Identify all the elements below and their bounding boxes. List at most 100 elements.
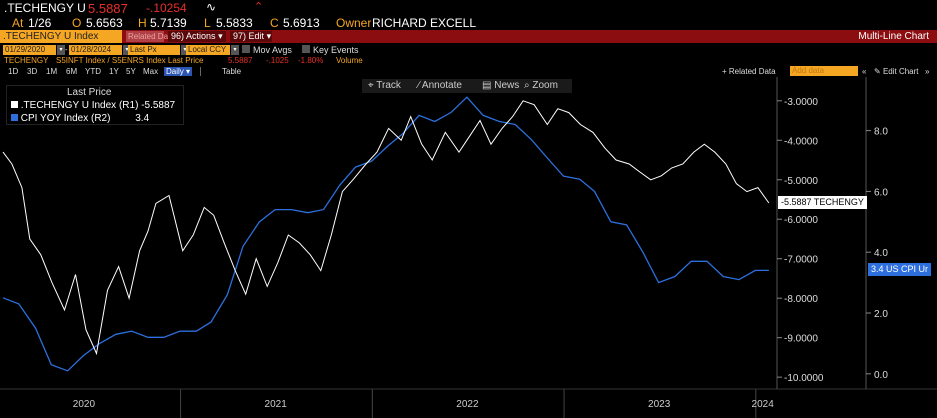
period-select-label: Daily [166,67,184,76]
legend-volume: Volume [336,56,363,65]
legend-description: S5INFT Index / S5ENRS Index Last Price [56,56,204,65]
legend-change: -.1025 [266,56,289,65]
period-6m[interactable]: 6M [66,67,78,76]
legend-swatch-blue [11,114,18,121]
security-field[interactable]: .TECHENGY U Index [0,30,122,43]
collapse-icon[interactable]: « [862,67,867,76]
mov-avgs-checkbox[interactable] [242,45,250,53]
function-toolbar: .TECHENGY U Index Related Data 96) Actio… [0,30,937,43]
legend-ticker: TECHENGY [4,56,49,65]
x-tick-label: 2020 [73,399,96,410]
at-date: 1/26 [28,16,52,30]
r1-tick-label: -8.0000 [784,294,818,305]
end-date-field[interactable]: 01/28/2024 [69,45,122,55]
trend-squiggle-icon: ∿ [206,0,217,14]
end-date-dropdown-icon[interactable]: ▾ [123,45,131,55]
last-price: 5.5887 [88,1,128,16]
r2-tick-label: 2.0 [874,309,888,320]
add-data-input[interactable]: Add data [790,66,858,76]
field-select[interactable]: Last Px [128,45,180,55]
chart-area[interactable]: -3.0000 -4.0000 -5.0000 -6.0000 -7.0000 -8.00… [0,77,937,418]
x-tick-label: 2022 [456,399,479,410]
period-1d[interactable]: 1D [8,67,19,76]
legend-last: 5.5887 [228,56,253,65]
r2-tick-label: 4.0 [874,248,888,259]
legend-item-value: -5.5887 [141,100,176,111]
legend-item-label: .TECHENGY U Index (R1) [20,100,139,111]
low-value: 5.5833 [216,16,253,30]
start-date-field[interactable]: 01/29/2020 [3,45,56,55]
owner-label: Owner [336,16,372,30]
x-axis: 2020 2021 2022 2023 2024 [73,399,774,410]
edit-label: Edit [248,31,265,41]
close-value: 5.6913 [283,16,320,30]
techengy-line [2,100,770,356]
chart-legend: Last Price .TECHENGY U Index (R1) -5.588… [6,85,184,125]
track-label: Track [376,80,401,91]
news-icon: ▤ [482,80,492,91]
annotate-label: Annotate [421,80,462,91]
related-data-button[interactable]: Related Data [126,31,175,42]
news-tool[interactable]: ▤ News [482,80,519,91]
open-label: O [72,16,82,30]
chart-type-title: Multi-Line Chart [858,31,929,42]
start-date-dropdown-icon[interactable]: ▾ [57,45,65,55]
field-dropdown-icon[interactable]: ▾ [181,45,189,55]
actions-num: 96) [171,31,185,41]
r1-axis: -3.0000 -4.0000 -5.0000 -6.0000 -7.0000 -8.00… [776,77,824,389]
x-tick-label: 2023 [648,399,671,410]
table-button[interactable]: Table [222,67,242,76]
ticker-label: .TECHENGY U [4,1,86,15]
caret-down-icon: ▾ [218,31,223,41]
zoom-tool[interactable]: ⌕ Zoom [524,80,558,91]
period-1m[interactable]: 1M [46,67,58,76]
currency-select[interactable]: Local CCY [186,45,230,55]
key-events-checkbox[interactable] [302,45,310,53]
add-data-placeholder: Add data [792,66,825,75]
year-separators [0,388,937,418]
r1-tick-label: -9.0000 [784,334,818,345]
period-max[interactable]: Max [143,67,159,76]
period-ytd[interactable]: YTD [85,67,101,76]
edit-chart-button[interactable]: ✎ Edit Chart [874,67,919,76]
legend-item-cpi[interactable]: CPI YOY Index (R2) 3.4 [11,113,149,124]
r2-tick-label: 8.0 [874,127,888,138]
close-label: C [270,16,279,30]
chart-svg: -3.0000 -4.0000 -5.0000 -6.0000 -7.0000 -8.00… [0,77,937,418]
security-legend-row: TECHENGY S5INFT Index / S5ENRS Index Las… [0,56,937,65]
legend-item-label: CPI YOY Index (R2) [20,113,111,124]
cpi-yoy-line [2,96,769,372]
actions-menu[interactable]: 96) Actions ▾ [168,31,226,42]
low-label: L [204,16,211,30]
period-select[interactable]: Daily ▾ [164,67,193,76]
legend-item-techengy[interactable]: .TECHENGY U Index (R1) -5.5887 [11,100,175,111]
r2-axis: 8.0 6.0 4.0 2.0 0.0 [865,77,888,389]
currency-dropdown-icon[interactable]: ▾ [231,45,239,55]
ohlc-row: At 1/26 O 5.6563 H 5.7139 L 5.5833 C 5.6… [0,15,937,30]
r2-last-tag: 3.4 US CPI Ur [868,263,932,277]
at-label: At [12,16,24,30]
caret-down-icon: ▾ [266,31,272,41]
expand-icon[interactable]: » [925,67,930,76]
period-1y[interactable]: 1Y [109,67,119,76]
quote-header: .TECHENGY U 5.5887 -.10254 ∿ ⌃ [0,0,937,16]
period-3d[interactable]: 3D [27,67,38,76]
high-label: H [138,16,147,30]
zoom-label: Zoom [532,80,558,91]
r1-tick-label: -5.0000 [784,176,818,187]
annotate-tool[interactable]: ∕ Annotate [418,80,462,91]
news-label: News [494,80,520,91]
settings-row: 01/29/2020 ▾ - 01/28/2024 ▾ Last Px ▾ Lo… [0,44,937,56]
related-data-link[interactable]: + Related Data [722,67,776,76]
edit-menu[interactable]: 97) Edit ▾ [230,31,272,42]
track-tool[interactable]: ⌖ Track [368,80,401,91]
chevron-up-icon: ⌃ [254,1,264,13]
legend-pct: -1.80% [298,56,324,65]
legend-swatch-white [11,101,18,108]
open-value: 5.6563 [86,16,123,30]
period-5y[interactable]: 5Y [126,67,136,76]
r2-tick-label: 0.0 [874,370,888,381]
r2-tick-label: 6.0 [874,187,888,198]
period-row: 1D 3D 1M 6M YTD 1Y 5Y Max Daily ▾ Table … [0,65,937,77]
actions-label: Actions [186,31,216,41]
